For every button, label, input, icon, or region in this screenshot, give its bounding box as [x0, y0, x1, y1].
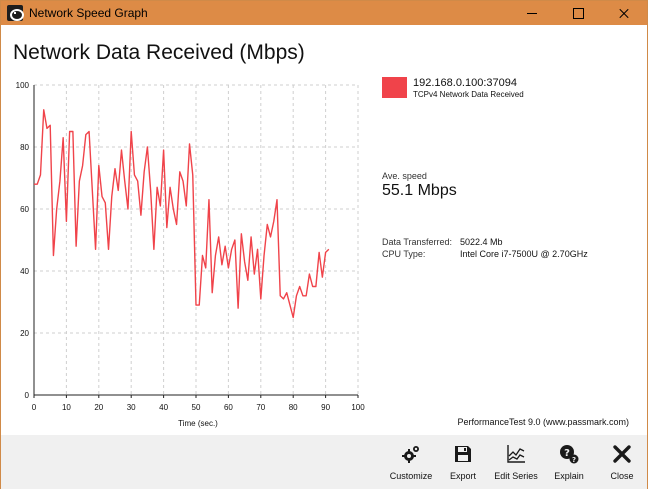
cpu-type-value: Intel Core i7-7500U @ 2.70GHz: [460, 249, 588, 259]
bottom-toolbar: Customize Export Edit Series ?: [1, 435, 647, 489]
legend-series-name: 192.168.0.100:37094: [413, 77, 517, 89]
line-chart-icon: [507, 445, 525, 463]
edit-series-label: Edit Series: [494, 471, 538, 481]
close-x-icon: [613, 445, 631, 463]
explain-label: Explain: [554, 471, 584, 481]
passmark-credit: PerformanceTest 9.0 (www.passmark.com): [457, 417, 629, 427]
x-tick-label: 10: [62, 403, 71, 412]
data-transferred-value: 5022.4 Mb: [460, 237, 503, 247]
x-tick-label: 100: [351, 403, 365, 412]
average-speed-value: 55.1 Mbps: [382, 182, 457, 199]
cpu-type-label: CPU Type:: [382, 249, 426, 259]
y-tick-label: 100: [16, 81, 30, 90]
title-bar[interactable]: Network Speed Graph: [1, 1, 647, 25]
passmark-app-icon[interactable]: [7, 5, 24, 21]
customize-button[interactable]: Customize: [383, 435, 439, 489]
x-tick-label: 90: [321, 403, 330, 412]
y-tick-label: 20: [20, 329, 29, 338]
explain-button[interactable]: ? ? Explain: [541, 435, 597, 489]
y-tick-label: 40: [20, 267, 29, 276]
chart-axes: [33, 85, 359, 398]
x-tick-label: 60: [224, 403, 233, 412]
x-tick-label: 70: [256, 403, 265, 412]
legend-color-swatch: [382, 77, 407, 98]
network-speed-chart: 0 20 40 60 80 100 0 10 20 30 40 50 60 70 80 90 100 Time …: [16, 81, 366, 428]
x-tick-label: 80: [289, 403, 298, 412]
y-tick-label: 60: [20, 205, 29, 214]
chart-tick-labels: 0 20 40 60 80 100 0 10 20 30 40 50 60 70 80 90 100: [16, 81, 366, 412]
export-button[interactable]: Export: [435, 435, 491, 489]
gears-icon: [402, 446, 419, 463]
x-axis-label: Time (sec.): [178, 419, 218, 428]
svg-text:?: ?: [564, 448, 570, 459]
legend-series-description: TCPv4 Network Data Received: [413, 90, 524, 99]
page-title: Network Data Received (Mbps): [13, 41, 305, 64]
svg-text:?: ?: [572, 456, 576, 464]
x-tick-label: 0: [32, 403, 37, 412]
export-label: Export: [449, 471, 476, 481]
save-disk-icon: [455, 446, 471, 462]
window-close-button[interactable]: [601, 1, 647, 25]
window-title: Network Speed Graph: [29, 6, 148, 20]
y-tick-label: 0: [25, 391, 30, 400]
x-tick-label: 30: [127, 403, 136, 412]
help-question-icon: ? ?: [560, 445, 579, 464]
chart-grid: [33, 84, 359, 396]
minimize-button[interactable]: [509, 1, 555, 25]
edit-series-button[interactable]: Edit Series: [488, 435, 544, 489]
close-button[interactable]: Close: [594, 435, 648, 489]
x-tick-label: 40: [159, 403, 168, 412]
average-speed-label: Ave. speed: [382, 171, 427, 181]
y-tick-label: 80: [20, 143, 29, 152]
customize-label: Customize: [389, 471, 433, 481]
maximize-button[interactable]: [555, 1, 601, 25]
close-label: Close: [610, 471, 634, 481]
series-line-192-168-0-100-37094: [34, 109, 330, 319]
x-tick-label: 50: [192, 403, 201, 412]
x-tick-label: 20: [94, 403, 103, 412]
data-transferred-label: Data Transferred:: [382, 237, 453, 247]
